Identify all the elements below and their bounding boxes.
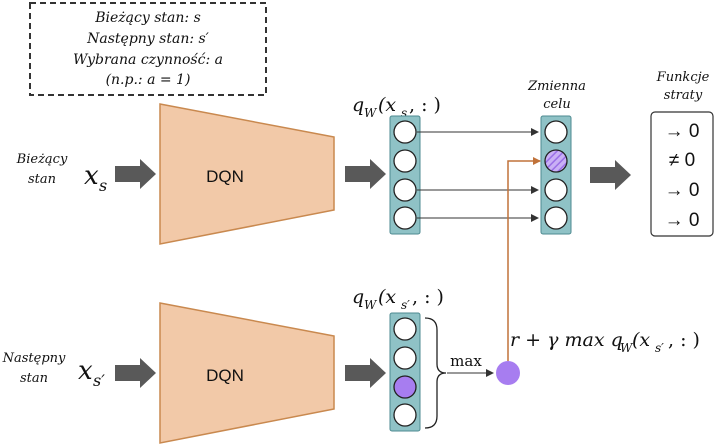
target-title-line1: Zmienna bbox=[527, 79, 586, 94]
formula-main: r + γ max q bbox=[510, 329, 623, 351]
legend-line-4: (n.p.: a = 1) bbox=[106, 72, 191, 88]
bottom-q-sub: W bbox=[364, 298, 378, 312]
target-node bbox=[544, 120, 568, 144]
max-value-node bbox=[496, 361, 520, 385]
top-dqn-network bbox=[159, 103, 335, 245]
top-input-label-line2: stan bbox=[28, 172, 56, 187]
bottom-q-node-max bbox=[393, 375, 417, 399]
bottom-q-column bbox=[389, 312, 421, 432]
top-q-column bbox=[389, 115, 421, 235]
top-input-symbol: x s bbox=[84, 161, 107, 195]
formula-arg-open: (x bbox=[632, 329, 650, 351]
loss-box bbox=[650, 111, 714, 237]
target-node-selected bbox=[544, 149, 568, 173]
loss-value-2: ≠ 0 bbox=[669, 150, 695, 171]
top-dqn-label: DQN bbox=[206, 167, 244, 186]
loss-group: Funkcje straty → 0 ≠ 0 → 0 → 0 bbox=[650, 70, 714, 237]
top-q-node bbox=[393, 178, 417, 202]
bottom-q-arg-close: , : ) bbox=[412, 286, 444, 308]
target-title-line2: celu bbox=[543, 97, 571, 112]
loss-value-1: → 0 bbox=[665, 121, 700, 142]
bottom-dqn-network bbox=[159, 302, 335, 444]
bottom-q-arg-sub: s′ bbox=[401, 298, 410, 312]
top-q-node bbox=[393, 149, 417, 173]
bottom-input-label-line1: Następny bbox=[2, 351, 66, 366]
top-input-x: x bbox=[84, 161, 99, 191]
top-row: Bieżący stan x s DQN q W (x s , : ) bbox=[16, 94, 539, 245]
top-dqn-output-arrow bbox=[345, 159, 386, 189]
legend-line-2: Następny stan: s′ bbox=[86, 31, 210, 47]
max-brace bbox=[424, 317, 447, 429]
target-node bbox=[544, 206, 568, 230]
bottom-q-symbol: q bbox=[352, 286, 364, 308]
bottom-input-symbol: x s′ bbox=[78, 356, 105, 390]
legend-frame bbox=[29, 2, 267, 96]
bottom-q-node bbox=[393, 403, 417, 427]
loss-title-line2: straty bbox=[664, 88, 703, 103]
loss-arrow bbox=[590, 160, 631, 190]
top-input-label-line1: Bieżący bbox=[16, 152, 68, 167]
top-input-arrow bbox=[115, 159, 156, 189]
top-q-arg-sub: s bbox=[401, 106, 407, 120]
legend-box: Bieżący stan: s Następny stan: s′ Wybran… bbox=[29, 2, 267, 96]
bottom-input-x: x bbox=[78, 356, 93, 386]
target-node bbox=[544, 178, 568, 202]
legend-line-3: Wybrana czynność: a bbox=[73, 52, 223, 68]
bottom-q-label: q W (x s′ , : ) bbox=[352, 286, 444, 312]
top-q-node bbox=[393, 206, 417, 230]
bottom-input-label-line2: stan bbox=[20, 371, 48, 386]
top-q-arg-close: , : ) bbox=[409, 94, 441, 116]
top-q-symbol: q bbox=[352, 94, 364, 116]
bottom-q-node bbox=[393, 317, 417, 341]
formula-arg-close: , : ) bbox=[668, 329, 700, 351]
max-label: max bbox=[450, 352, 482, 370]
bottom-input-subscript: s′ bbox=[93, 371, 105, 390]
target-feedback-line bbox=[507, 157, 541, 361]
target-column-group: Zmienna celu bbox=[527, 79, 586, 235]
top-q-node bbox=[393, 120, 417, 144]
formula-arg-sub: s′ bbox=[655, 341, 664, 355]
top-q-sub: W bbox=[364, 106, 378, 120]
loss-value-4: → 0 bbox=[665, 210, 700, 231]
loss-title-line1: Funkcje bbox=[656, 70, 710, 85]
top-q-arg-open: (x bbox=[378, 94, 396, 116]
bottom-dqn-output-arrow bbox=[345, 358, 386, 388]
top-q-label: q W (x s , : ) bbox=[352, 94, 441, 120]
bottom-row: Następny stan x s′ DQN q W (x s′ , : ) m… bbox=[2, 157, 541, 444]
bottom-q-node bbox=[393, 346, 417, 370]
target-column bbox=[540, 115, 572, 235]
top-input-subscript: s bbox=[99, 176, 107, 195]
bottom-q-arg-open: (x bbox=[378, 286, 396, 308]
legend-line-1: Bieżący stan: s bbox=[94, 10, 201, 26]
bottom-dqn-label: DQN bbox=[206, 366, 244, 385]
formula-sub-w: W bbox=[620, 341, 634, 355]
loss-value-3: → 0 bbox=[665, 180, 700, 201]
bottom-input-arrow bbox=[115, 358, 156, 388]
target-formula: r + γ max q W (x s′ , : ) bbox=[510, 329, 700, 355]
